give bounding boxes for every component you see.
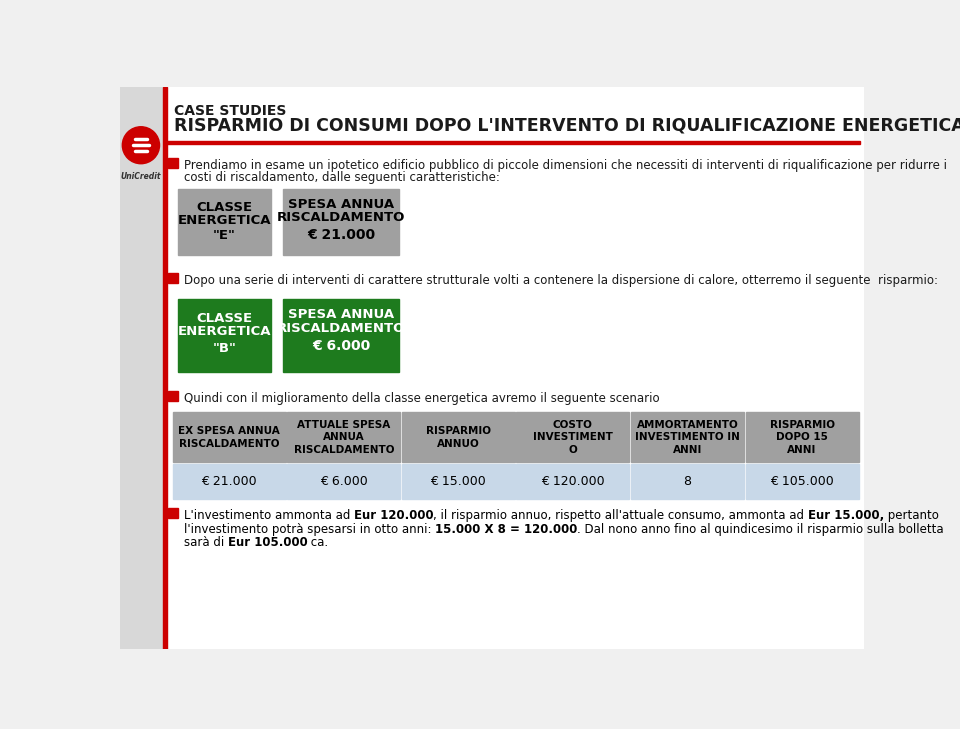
Text: , il risparmio annuo, rispetto all'attuale consumo, ammonta ad: , il risparmio annuo, rispetto all'attua… (433, 510, 808, 523)
Text: € 6.000: € 6.000 (320, 475, 368, 488)
Bar (162, 87, 166, 649)
Bar (402, 413, 515, 462)
Text: RISCALDAMENTO: RISCALDAMENTO (276, 321, 405, 335)
Text: RISPARMIO
ANNUO: RISPARMIO ANNUO (426, 426, 491, 449)
Bar (287, 413, 400, 462)
Bar (283, 299, 399, 373)
Text: ENERGETICA: ENERGETICA (178, 214, 272, 227)
Text: RISPARMIO
DOPO 15
ANNI: RISPARMIO DOPO 15 ANNI (770, 420, 834, 455)
Text: SPESA ANNUA: SPESA ANNUA (288, 308, 394, 321)
Text: ca.: ca. (307, 536, 328, 549)
Bar (402, 464, 515, 499)
Text: € 21.000: € 21.000 (202, 475, 257, 488)
Text: CLASSE: CLASSE (197, 311, 252, 324)
Text: L'investimento ammonta ad: L'investimento ammonta ad (183, 510, 353, 523)
Text: "E": "E" (213, 229, 236, 242)
Text: € 15.000: € 15.000 (430, 475, 486, 488)
Text: € 6.000: € 6.000 (312, 339, 370, 354)
Text: l'investimento potrà spesarsi in otto anni:: l'investimento potrà spesarsi in otto an… (183, 523, 435, 536)
Text: Prendiamo in esame un ipotetico edificio pubblico di piccole dimensioni che nece: Prendiamo in esame un ipotetico edificio… (183, 159, 947, 172)
Bar (287, 464, 400, 499)
Bar (173, 464, 286, 499)
Text: € 21.000: € 21.000 (307, 227, 375, 241)
Text: AMMORTAMENTO
INVESTIMENTO IN
ANNI: AMMORTAMENTO INVESTIMENTO IN ANNI (636, 420, 740, 455)
Text: sarà di: sarà di (183, 536, 228, 549)
Text: Dopo una serie di interventi di carattere strutturale volti a contenere la dispe: Dopo una serie di interventi di caratter… (183, 274, 938, 286)
Text: UniCredit: UniCredit (121, 172, 161, 182)
Text: € 120.000: € 120.000 (541, 475, 605, 488)
Text: € 105.000: € 105.000 (770, 475, 834, 488)
Text: ENERGETICA: ENERGETICA (178, 324, 272, 338)
Text: Quindi con il miglioramento della classe energetica avremo il seguente scenario: Quindi con il miglioramento della classe… (183, 392, 660, 405)
Bar (631, 464, 744, 499)
Text: COSTO
INVESTIMENT
O: COSTO INVESTIMENT O (533, 420, 612, 455)
Text: costi di riscaldamento, dalle seguenti caratteristiche:: costi di riscaldamento, dalle seguenti c… (183, 171, 499, 184)
Text: Eur 105.000: Eur 105.000 (228, 536, 307, 549)
Text: CLASSE: CLASSE (197, 201, 252, 214)
Bar (120, 87, 162, 649)
Bar (516, 413, 630, 462)
Text: CASE STUDIES: CASE STUDIES (175, 104, 287, 118)
Text: Eur 120.000: Eur 120.000 (353, 510, 433, 523)
Text: EX SPESA ANNUA
RISCALDAMENTO: EX SPESA ANNUA RISCALDAMENTO (179, 426, 280, 449)
Bar (179, 299, 271, 373)
Bar (746, 413, 858, 462)
Text: 15.000 X 8 = 120.000: 15.000 X 8 = 120.000 (435, 523, 577, 536)
Text: . Dal nono anno fino al quindicesimo il risparmio sulla bolletta: . Dal nono anno fino al quindicesimo il … (577, 523, 944, 536)
Bar (746, 464, 858, 499)
Bar (631, 413, 744, 462)
Text: RISPARMIO DI CONSUMI DOPO L'INTERVENTO DI RIQUALIFICAZIONE ENERGETICA: RISPARMIO DI CONSUMI DOPO L'INTERVENTO D… (175, 117, 960, 135)
Bar (173, 413, 286, 462)
Text: ATTUALE SPESA
ANNUA
RISCALDAMENTO: ATTUALE SPESA ANNUA RISCALDAMENTO (294, 420, 394, 455)
Bar (166, 141, 860, 144)
Text: pertanto: pertanto (884, 510, 939, 523)
Bar (283, 189, 399, 254)
Text: "B": "B" (213, 342, 236, 354)
Bar (516, 464, 630, 499)
Text: Eur 15.000,: Eur 15.000, (808, 510, 884, 523)
Text: SPESA ANNUA: SPESA ANNUA (288, 198, 394, 211)
Circle shape (122, 127, 159, 164)
Text: 8: 8 (684, 475, 691, 488)
Text: RISCALDAMENTO: RISCALDAMENTO (276, 211, 405, 224)
Bar (179, 189, 271, 254)
